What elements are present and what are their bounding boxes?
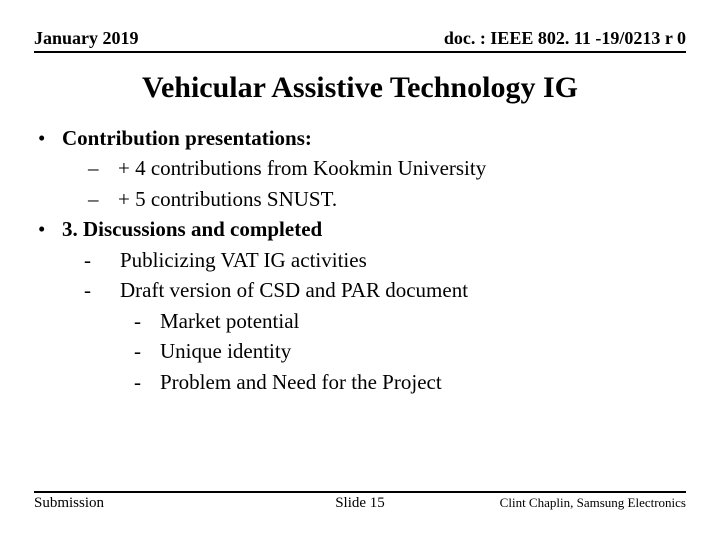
slide-body: • Contribution presentations: – + 4 cont… — [34, 123, 686, 397]
footer-slide-number: Slide 15 — [335, 495, 385, 512]
header-bar: January 2019 doc. : IEEE 802. 11 -19/021… — [34, 28, 686, 53]
header-date: January 2019 — [34, 28, 139, 49]
bullet-text: Market potential — [160, 306, 299, 336]
bullet-text: 3. Discussions and completed — [62, 214, 322, 244]
bullet-text: Draft version of CSD and PAR document — [120, 275, 468, 305]
bullet-text: Problem and Need for the Project — [160, 367, 442, 397]
bullet-text: + 5 contributions SNUST. — [118, 184, 337, 214]
bullet-level2: – + 4 contributions from Kookmin Univers… — [88, 153, 686, 183]
bullet-text: + 4 contributions from Kookmin Universit… — [118, 153, 486, 183]
footer-bar: Submission Slide 15 Clint Chaplin, Samsu… — [34, 491, 686, 512]
footer-author: Clint Chaplin, Samsung Electronics — [500, 495, 686, 511]
bullet-marker: - — [134, 367, 160, 397]
bullet-marker: – — [88, 153, 118, 183]
bullet-marker: • — [38, 123, 62, 153]
bullet-text: Publicizing VAT IG activities — [120, 245, 367, 275]
bullet-text: Contribution presentations: — [62, 123, 312, 153]
bullet-level2: – + 5 contributions SNUST. — [88, 184, 686, 214]
bullet-marker: - — [84, 245, 120, 275]
header-doc-id: doc. : IEEE 802. 11 -19/0213 r 0 — [444, 28, 686, 49]
bullet-level1: • 3. Discussions and completed — [38, 214, 686, 244]
bullet-text: Unique identity — [160, 336, 291, 366]
slide-title: Vehicular Assistive Technology IG — [34, 71, 686, 105]
bullet-level2: - Draft version of CSD and PAR document — [84, 275, 686, 305]
bullet-level3: - Unique identity — [134, 336, 686, 366]
bullet-marker: – — [88, 184, 118, 214]
bullet-level1: • Contribution presentations: — [38, 123, 686, 153]
bullet-marker: - — [84, 275, 120, 305]
bullet-level3: - Problem and Need for the Project — [134, 367, 686, 397]
footer-left: Submission — [34, 495, 104, 512]
bullet-marker: • — [38, 214, 62, 244]
bullet-marker: - — [134, 336, 160, 366]
bullet-marker: - — [134, 306, 160, 336]
bullet-level3: - Market potential — [134, 306, 686, 336]
bullet-level2: - Publicizing VAT IG activities — [84, 245, 686, 275]
